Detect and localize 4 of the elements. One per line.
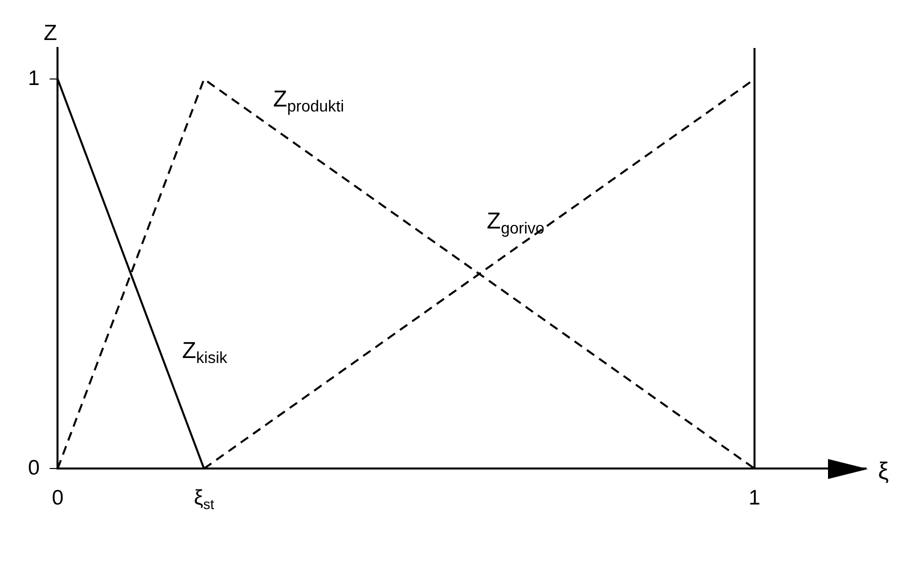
x-axis-title: ξ [878,458,889,486]
y-axis-title: Z [44,20,58,46]
x-tick-label: 0 [52,486,64,510]
x-tick-label: 1 [748,486,760,510]
